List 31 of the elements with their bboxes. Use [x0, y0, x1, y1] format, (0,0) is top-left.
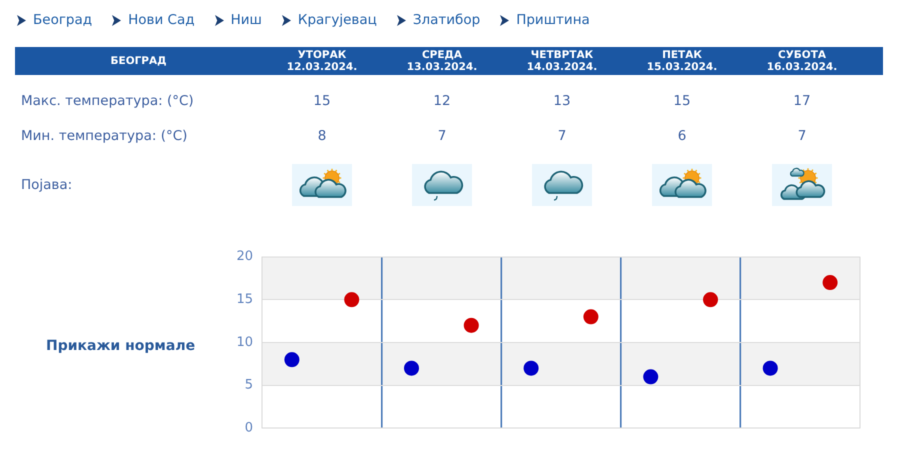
- text: ПЕТАК 15.03.2024.: [646, 49, 718, 73]
- data-label: 12: [433, 93, 451, 109]
- text: Златибор: [412, 12, 480, 28]
- text: СУБОТА 16.03.2024.: [766, 49, 838, 73]
- data-label: 6: [678, 128, 686, 144]
- text: Нови Сад: [128, 12, 195, 28]
- text: Мин. температура: (°C): [21, 128, 188, 144]
- text: СРЕДА 13.03.2024.: [406, 49, 478, 73]
- text: Крагујевац: [298, 12, 377, 28]
- y-tick-label: 10: [236, 334, 253, 350]
- y-tick-label: 0: [244, 420, 253, 436]
- text: Приштина: [516, 12, 590, 28]
- data-label: 17: [793, 93, 811, 109]
- y-tick-label: 20: [236, 249, 253, 264]
- text: УТОРАК 12.03.2024.: [286, 49, 358, 73]
- y-tick-label: 5: [244, 378, 253, 393]
- text: Прикажи нормале: [46, 338, 196, 354]
- text: ЧЕТВРТАК 14.03.2024.: [526, 49, 598, 73]
- data-label: 7: [558, 128, 566, 144]
- text: Појава:: [21, 177, 72, 193]
- data-label: 7: [438, 128, 446, 144]
- text: Ниш: [230, 12, 262, 28]
- data-label: 13: [553, 93, 571, 109]
- text: Макс. температура: (°C): [21, 93, 194, 109]
- data-label: 15: [673, 93, 691, 109]
- data-label: 8: [318, 128, 326, 144]
- data-label: 15: [313, 93, 331, 109]
- text: Београд: [33, 12, 92, 28]
- text: БЕОГРАД: [110, 55, 166, 67]
- y-tick-label: 15: [236, 292, 253, 308]
- data-label: 7: [798, 128, 806, 144]
